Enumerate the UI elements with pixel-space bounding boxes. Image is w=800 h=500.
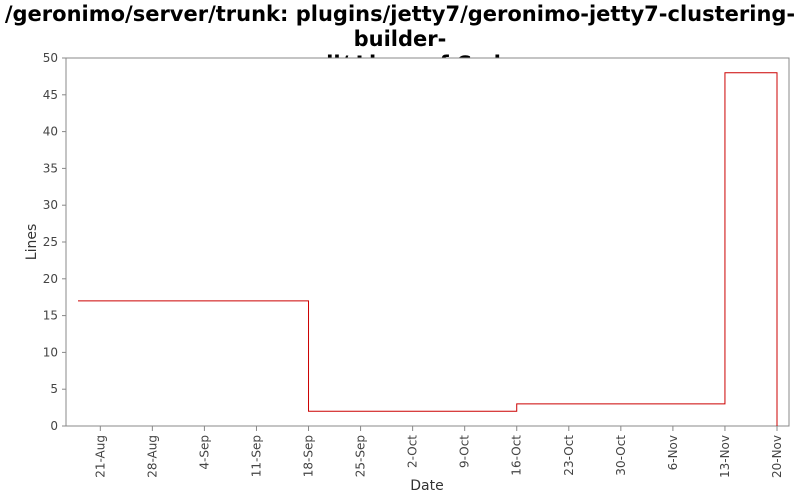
x-tick-label: 21-Aug — [93, 435, 107, 478]
y-axis-title: Lines — [24, 224, 40, 260]
y-tick-label: 15 — [43, 309, 58, 323]
x-tick-label: 13-Nov — [718, 435, 732, 478]
y-tick-label: 50 — [43, 51, 58, 65]
x-tick-label: 28-Aug — [145, 435, 159, 478]
y-tick-label: 30 — [43, 198, 58, 212]
y-tick-label: 10 — [43, 345, 58, 359]
y-tick-label: 25 — [43, 235, 58, 249]
x-tick-label: 20-Nov — [770, 435, 784, 478]
x-tick-label: 30-Oct — [614, 435, 628, 476]
y-tick-label: 35 — [43, 161, 58, 175]
x-axis-ticks: 21-Aug 28-Aug 4-Sep 11-Sep 18-Sep 25-Sep 2-Oct… — [93, 426, 784, 478]
plot-area — [65, 57, 790, 427]
x-tick-label: 4-Sep — [197, 435, 211, 470]
x-tick-label: 18-Sep — [302, 435, 316, 477]
y-tick-label: 45 — [43, 88, 58, 102]
y-tick-label: 0 — [50, 419, 58, 433]
x-tick-label: 6-Nov — [666, 435, 680, 470]
chart-title-line-1: /geronimo/server/trunk: plugins/jetty7/g… — [4, 2, 796, 51]
x-tick-label: 16-Oct — [510, 435, 524, 476]
x-tick-label: 9-Oct — [458, 435, 472, 468]
y-tick-label: 40 — [43, 125, 58, 139]
x-tick-label: 2-Oct — [406, 435, 420, 468]
y-axis-ticks: 0 5 10 15 20 25 30 35 40 45 50 — [43, 51, 66, 433]
x-tick-label: 25-Sep — [354, 435, 368, 477]
x-axis-title: Date — [410, 478, 443, 494]
x-tick-label: 11-Sep — [249, 435, 263, 477]
x-tick-label: 23-Oct — [562, 435, 576, 476]
y-tick-label: 20 — [43, 272, 58, 286]
y-tick-label: 5 — [50, 382, 58, 396]
series-layer — [78, 72, 778, 426]
series-line — [78, 72, 778, 426]
